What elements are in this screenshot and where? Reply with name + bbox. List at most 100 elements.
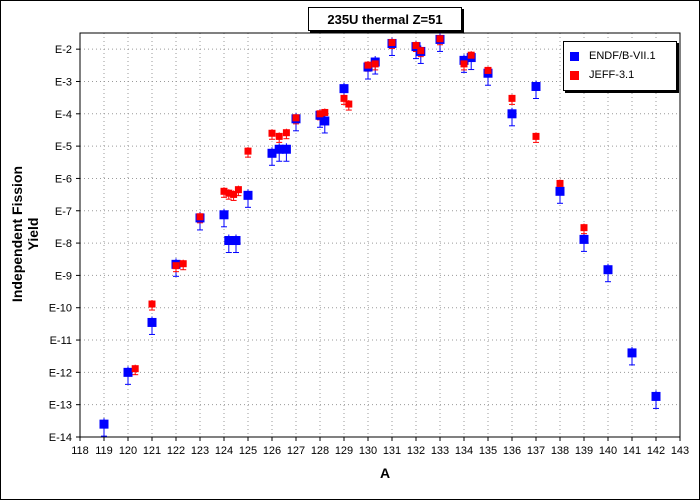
x-tick-label: 131	[383, 445, 401, 457]
jeff-point	[556, 179, 564, 187]
endf-point	[123, 367, 133, 377]
x-tick-label: 140	[599, 445, 617, 457]
jeff-point	[131, 365, 139, 373]
endf-point	[651, 391, 661, 401]
x-tick-label: 141	[623, 445, 641, 457]
error-bars	[101, 33, 659, 437]
endf-point	[274, 144, 284, 154]
y-tick-label: E-12	[49, 367, 72, 379]
x-axis-label: A	[379, 465, 391, 481]
endf-point	[224, 236, 234, 246]
jeff-point	[220, 187, 228, 195]
endf-point	[320, 116, 330, 126]
endf-point	[99, 419, 109, 429]
jeff-point	[179, 260, 187, 268]
x-tick-label: 120	[119, 445, 137, 457]
jeff-point	[508, 94, 516, 102]
jeff-point	[321, 108, 329, 116]
legend-swatch-endf	[570, 51, 579, 61]
x-tick-label: 118	[71, 445, 89, 457]
jeff-point	[345, 100, 353, 108]
data-points	[99, 34, 661, 429]
y-tick-label: E-9	[55, 270, 72, 282]
jeff-point	[484, 66, 492, 74]
jeff-point	[340, 94, 348, 102]
y-tick-label: E-14	[49, 432, 72, 444]
y-axis-ticks: E-2 E-3 E-4 E-5 E-6 E-7 E-8 E-9 E-10 E-11 E-12 E-13…	[49, 44, 80, 444]
x-tick-label: 126	[263, 445, 281, 457]
jeff-point	[282, 129, 290, 137]
legend-label-endf: ENDF/B-VII.1	[589, 50, 656, 62]
x-tick-label: 121	[143, 445, 161, 457]
legend-entry-endf: ENDF/B-VII.1	[570, 49, 656, 63]
x-tick-label: 119	[95, 445, 113, 457]
jeff-point	[364, 61, 372, 69]
x-tick-label: 130	[359, 445, 377, 457]
x-tick-label: 122	[167, 445, 185, 457]
legend: ENDF/B-VII.1 JEFF-3.1	[563, 41, 677, 91]
x-tick-label: 142	[647, 445, 665, 457]
jeff-point	[268, 129, 276, 137]
jeff-point	[436, 35, 444, 43]
y-tick-label: E-5	[55, 141, 72, 153]
x-tick-label: 125	[239, 445, 257, 457]
x-tick-label: 133	[431, 445, 449, 457]
jeff-point	[225, 189, 233, 197]
grid-lines	[80, 33, 680, 437]
jeff-point	[196, 213, 204, 221]
endf-point	[603, 265, 613, 275]
x-tick-label: 129	[335, 445, 353, 457]
x-tick-label: 137	[527, 445, 545, 457]
jeff-point	[234, 186, 242, 194]
jeff-point	[580, 224, 588, 232]
jeff-point	[275, 132, 283, 140]
y-tick-label: E-11	[50, 335, 72, 347]
plot-area-border	[79, 32, 681, 438]
jeff-point	[388, 39, 396, 47]
y-tick-label: E-3	[55, 76, 72, 88]
endf-point	[627, 348, 637, 358]
endf-point	[579, 234, 589, 244]
x-tick-label: 138	[551, 445, 569, 457]
x-tick-label: 139	[575, 445, 593, 457]
endf-point	[219, 210, 229, 220]
jeff-point	[532, 132, 540, 140]
jeff-point	[244, 147, 252, 155]
endf-point	[147, 317, 157, 327]
jeff-point	[412, 41, 420, 49]
jeff-point	[230, 190, 238, 198]
jeff-point	[316, 110, 324, 118]
endf-point	[243, 190, 253, 200]
endf-point	[507, 109, 517, 119]
x-axis-ticks: 118 119 120 121 122 123 124 125 126 127 128 129 130 1…	[71, 437, 689, 457]
jeff-point	[467, 51, 475, 59]
jeff-point	[172, 262, 180, 270]
x-tick-label: 135	[479, 445, 497, 457]
jeff-point	[371, 60, 379, 68]
legend-label-jeff: JEFF-3.1	[589, 69, 635, 81]
x-tick-label: 124	[215, 445, 233, 457]
x-tick-label: 134	[455, 445, 473, 457]
endf-point	[531, 81, 541, 91]
y-tick-label: E-2	[55, 44, 72, 56]
jeff-point	[292, 114, 300, 122]
y-tick-label: E-13	[49, 400, 72, 412]
endf-point	[231, 236, 241, 246]
y-tick-label: E-6	[55, 173, 72, 185]
x-tick-label: 128	[311, 445, 329, 457]
x-tick-label: 132	[407, 445, 425, 457]
endf-point	[281, 144, 291, 154]
y-tick-label: E-10	[49, 303, 72, 315]
chart-title: 235U thermal Z=51	[308, 7, 462, 31]
endf-point	[339, 84, 349, 94]
x-tick-label: 127	[287, 445, 305, 457]
legend-swatch-jeff	[570, 70, 579, 80]
jeff-point	[460, 60, 468, 68]
endf-point	[459, 55, 469, 65]
y-tick-label: E-8	[55, 238, 72, 250]
x-tick-label: 136	[503, 445, 521, 457]
legend-entry-jeff: JEFF-3.1	[570, 68, 634, 82]
endf-point	[267, 148, 277, 158]
x-tick-label: 123	[191, 445, 209, 457]
